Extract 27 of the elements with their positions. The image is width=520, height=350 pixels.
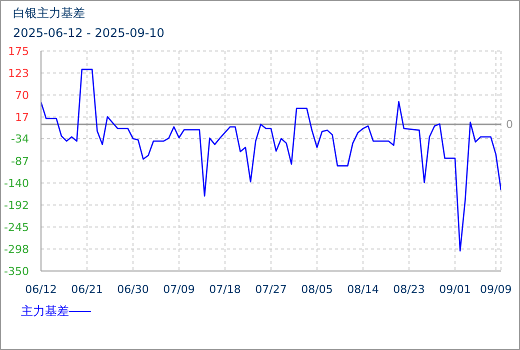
x-tick-label: 09/01 (439, 282, 471, 296)
x-tick-label: 06/21 (71, 282, 103, 296)
x-tick-label: 07/18 (209, 282, 241, 296)
x-tick-label: 06/12 (25, 282, 57, 296)
ref-line-label: 0 (506, 118, 513, 132)
legend-label: 主力基差 (21, 303, 70, 320)
chart-subtitle: 2025-06-12 - 2025-09-10 (13, 26, 164, 40)
y-tick-label: -87 (11, 155, 29, 168)
x-tick-label: 07/09 (163, 282, 195, 296)
y-tick-label: -34 (11, 132, 29, 146)
y-tick-label: 70 (15, 89, 29, 102)
y-tick-label: -140 (4, 177, 29, 190)
x-tick-label: 08/14 (347, 282, 379, 296)
x-tick-label: 06/30 (117, 282, 149, 296)
y-tick-label: -350 (4, 265, 29, 278)
chart-title: 白银主力基差 (13, 5, 85, 22)
y-tick-label: -298 (4, 243, 29, 256)
y-tick-label: 123 (8, 67, 29, 80)
x-tick-label: 09/09 (480, 282, 512, 296)
line-series (41, 68, 501, 252)
y-tick-label: -192 (4, 199, 29, 212)
y-tick-label: -245 (4, 221, 29, 234)
x-tick-label: 08/23 (393, 282, 425, 296)
x-tick-label: 08/05 (301, 282, 333, 296)
y-tick-label: 17 (15, 111, 29, 124)
x-tick-label: 07/27 (255, 282, 287, 296)
y-tick-label: 175 (8, 45, 29, 58)
